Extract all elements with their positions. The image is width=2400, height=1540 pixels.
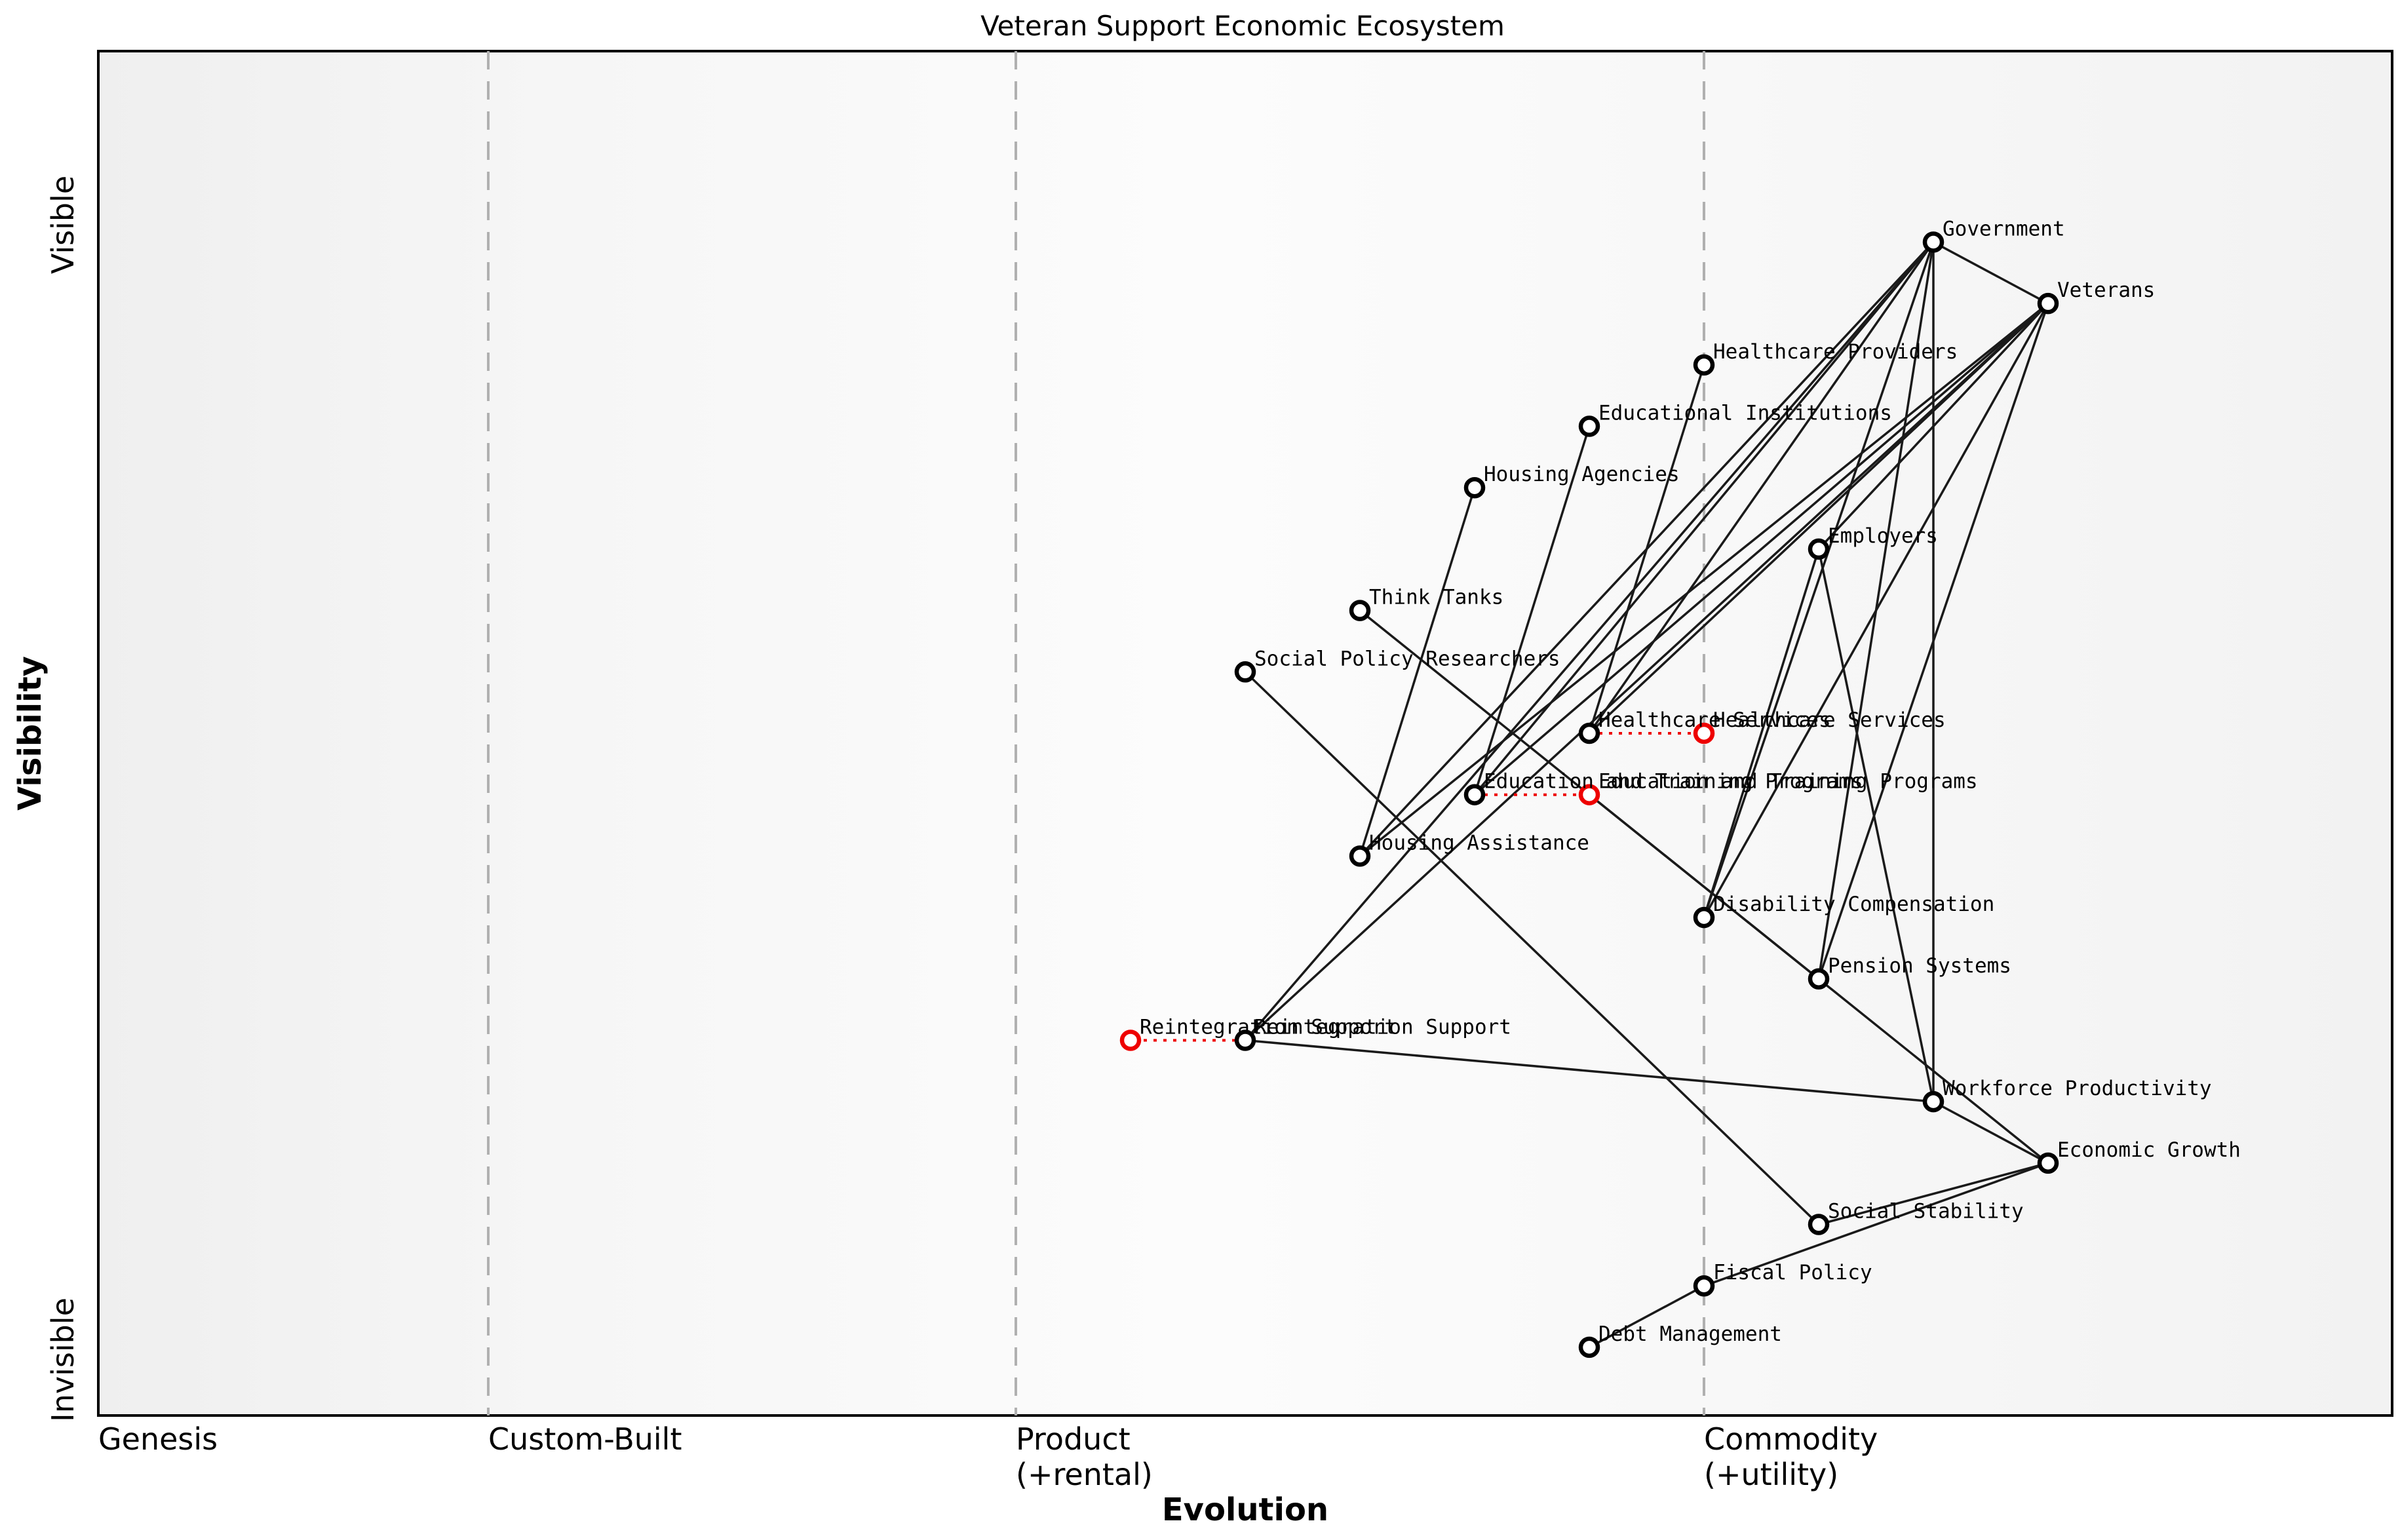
stage-label-commodity: Commodity (+utility) — [1704, 1421, 1878, 1492]
map-node-government — [1922, 231, 1945, 253]
map-node-social-stability — [1808, 1214, 1830, 1235]
map-node-housing-agencies — [1463, 476, 1486, 499]
map-node-label-education-and-training-programs: Education and Training Programs — [1484, 770, 1863, 794]
edge-social-stability-to-economic-growth — [1818, 1162, 2049, 1226]
map-node-housing-assistance — [1349, 845, 1371, 867]
stage-label-genesis: Genesis — [98, 1421, 218, 1457]
map-node-label-housing-assistance: Housing Assistance — [1369, 831, 1589, 855]
map-node-label-veterans: Veterans — [2057, 279, 2155, 302]
edge-housing-agencies-to-housing-assistance — [1359, 487, 1476, 857]
edge-fiscal-policy-to-economic-growth — [1703, 1162, 2049, 1287]
edge-educational-institutions-to-education-and-training-programs — [1473, 426, 1591, 796]
map-node-label-employers: Employers — [1828, 524, 1938, 548]
map-node-label-debt-management: Debt Management — [1598, 1322, 1782, 1346]
stage-label-product: Product (+rental) — [1016, 1421, 1153, 1492]
edge-employers-to-disability-compensation — [1703, 549, 1820, 918]
map-node-employers — [1808, 538, 1830, 560]
plot-area — [97, 50, 2393, 1417]
map-nodes — [1119, 231, 2059, 1358]
map-node-evolved-healthcare-services — [1693, 722, 1715, 744]
map-node-debt-management — [1578, 1336, 1600, 1358]
edge-government-to-reintegration-support — [1244, 241, 1935, 1041]
map-node-evolved-label-healthcare-services: Healthcare Services — [1713, 708, 1946, 732]
map-node-fiscal-policy — [1693, 1275, 1715, 1297]
map-node-label-reintegration-support: Reintegration Support — [1254, 1015, 1511, 1039]
chart-title: Veteran Support Economic Ecosystem — [980, 10, 1505, 42]
map-node-label-pension-systems: Pension Systems — [1828, 954, 2011, 978]
map-node-evolved-label-reintegration-support: Reintegration Support — [1140, 1015, 1397, 1039]
stage-gridlines — [487, 51, 1705, 1415]
edge-veterans-to-education-and-training-programs — [1473, 302, 2049, 796]
edge-healthcare-providers-to-healthcare-services — [1588, 364, 1705, 734]
edge-government-to-veterans — [1933, 241, 2049, 305]
map-node-label-healthcare-services: Healthcare Services — [1598, 708, 1831, 732]
map-node-evolved-education-and-training-programs — [1578, 784, 1600, 805]
edge-veterans-to-pension-systems — [1817, 303, 2049, 980]
map-node-veterans — [2037, 292, 2059, 315]
map-node-social-policy-researchers — [1234, 661, 1256, 683]
edge-workforce-productivity-to-economic-growth — [1933, 1100, 2049, 1165]
x-axis-title: Evolution — [1162, 1492, 1328, 1528]
map-node-reintegration-support — [1234, 1030, 1256, 1051]
map-node-economic-growth — [2037, 1152, 2059, 1174]
map-node-educational-institutions — [1578, 415, 1600, 437]
edge-government-to-disability-compensation — [1703, 241, 1935, 918]
y-axis-bottom-label: Invisible — [45, 1298, 81, 1422]
map-node-evolved-reintegration-support — [1119, 1030, 1142, 1051]
map-node-label-fiscal-policy: Fiscal Policy — [1713, 1261, 1872, 1284]
map-node-label-government: Government — [1943, 217, 2065, 241]
map-node-healthcare-services — [1578, 722, 1600, 744]
map-node-pension-systems — [1808, 968, 1830, 990]
map-node-evolved-label-education-and-training-programs: Education and Training Programs — [1598, 770, 1978, 794]
stage-labels: Genesis Custom-Built Product (+rental) Commo… — [98, 1421, 1878, 1492]
edge-veterans-to-housing-assistance — [1359, 302, 2049, 857]
edge-fiscal-policy-to-debt-management — [1589, 1284, 1705, 1349]
map-node-label-disability-compensation: Disability Compensation — [1713, 893, 1994, 916]
map-node-label-social-stability: Social Stability — [1828, 1200, 2024, 1223]
edge-veterans-to-disability-compensation — [1703, 303, 2049, 918]
edge-employers-to-workforce-productivity — [1817, 549, 1935, 1102]
y-axis-title: Visibility — [12, 656, 48, 811]
map-node-label-educational-institutions: Educational Institutions — [1598, 402, 1892, 425]
y-axis-top-label: Visible — [45, 176, 81, 274]
edge-veterans-to-reintegration-support — [1244, 302, 2049, 1041]
map-node-label-workforce-productivity: Workforce Productivity — [1943, 1077, 2212, 1100]
map-node-workforce-productivity — [1922, 1090, 1945, 1113]
map-node-label-social-policy-researchers: Social Policy Researchers — [1254, 647, 1560, 670]
stage-label-custom-built: Custom-Built — [488, 1421, 682, 1457]
map-node-label-think-tanks: Think Tanks — [1369, 586, 1503, 609]
map-node-label-economic-growth: Economic Growth — [2057, 1138, 2241, 1162]
edge-government-to-healthcare-services — [1588, 241, 1935, 735]
edge-social-policy-researchers-to-social-stability — [1244, 671, 1820, 1225]
map-node-healthcare-providers — [1693, 354, 1715, 376]
edge-veterans-to-employers — [1817, 302, 2049, 550]
node-labels: Government Veterans Healthcare Providers Ed… — [1140, 217, 2241, 1345]
map-node-label-housing-agencies: Housing Agencies — [1484, 463, 1680, 486]
map-node-think-tanks — [1349, 600, 1371, 621]
map-node-label-healthcare-providers: Healthcare Providers — [1713, 340, 1958, 364]
dependency-edges — [1244, 241, 2049, 1349]
edge-reintegration-support-to-workforce-productivity — [1245, 1039, 1934, 1103]
map-node-disability-compensation — [1693, 906, 1715, 929]
map-node-education-and-training-programs — [1463, 784, 1486, 805]
